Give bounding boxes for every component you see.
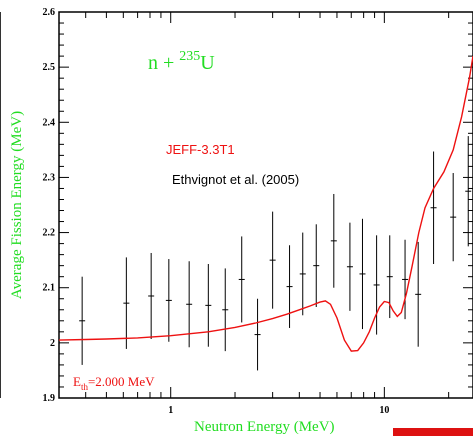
data-point <box>269 211 276 309</box>
experimental-data <box>79 136 472 371</box>
data-point <box>465 136 472 247</box>
y-tick-label: 2.6 <box>43 7 56 18</box>
data-point <box>123 257 130 349</box>
y-tick-label: 2.4 <box>43 117 56 128</box>
y-tick-label: 2 <box>50 338 55 349</box>
x-axis-title: Neutron Energy (MeV) <box>194 419 335 435</box>
y-tick-label: 2.3 <box>43 172 56 183</box>
axis-ticks: 1.9 2 2.1 2.2 2.3 2.4 2.5 2.6 1 10 <box>43 7 473 416</box>
data-point <box>205 264 212 347</box>
data-point <box>373 235 380 335</box>
data-point <box>359 218 366 330</box>
data-point <box>238 236 245 323</box>
data-point <box>79 276 86 365</box>
data-point <box>415 241 422 347</box>
threshold-annotation: Eth=2.000 MeV <box>73 374 155 392</box>
y-tick-label: 2.1 <box>43 283 56 294</box>
data-point <box>148 252 155 339</box>
y-tick-label: 2.5 <box>43 62 56 73</box>
left-edge-line <box>0 12 1 398</box>
data-point <box>402 239 409 320</box>
legend-entry-experiment: Ethvignot et al. (2005) <box>172 172 299 187</box>
data-point <box>299 232 306 316</box>
series-line-jeff <box>58 55 473 352</box>
data-point <box>330 193 337 288</box>
legend-entry-jeff: JEFF-3.3T1 <box>166 142 235 157</box>
data-point <box>286 245 293 328</box>
data-point <box>165 259 172 342</box>
data-point <box>222 268 229 352</box>
data-point <box>313 224 320 308</box>
x-tick-label: 1 <box>168 405 173 416</box>
y-axis-title: Average Fission Energy (MeV) <box>9 111 25 299</box>
y-tick-label: 1.9 <box>43 393 56 404</box>
data-point <box>430 151 437 265</box>
y-tick-label: 2.2 <box>43 228 56 239</box>
reaction-label: n + 235U <box>148 49 215 74</box>
x-tick-label: 10 <box>379 405 389 416</box>
decorative-red-bar <box>393 428 473 436</box>
data-point <box>186 261 193 348</box>
plot-frame <box>58 11 473 399</box>
data-point <box>450 173 457 262</box>
data-point <box>254 298 261 371</box>
data-point <box>346 222 353 311</box>
